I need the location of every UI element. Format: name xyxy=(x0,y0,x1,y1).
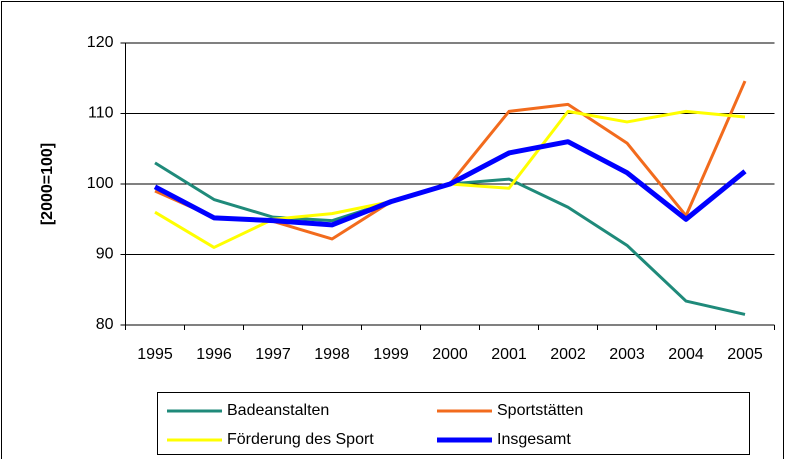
x-tick-label: 2002 xyxy=(550,346,586,363)
x-tick-label: 1999 xyxy=(373,346,409,363)
x-tick-label: 2001 xyxy=(491,346,527,363)
x-tick-label: 2004 xyxy=(668,346,704,363)
x-tick-label: 2005 xyxy=(727,346,763,363)
series-line xyxy=(153,139,747,228)
legend-label: Förderung des Sport xyxy=(227,431,374,448)
y-tick-label: 110 xyxy=(88,105,114,122)
legend-label: Sportstätten xyxy=(497,402,583,419)
legend xyxy=(157,392,750,455)
series-line xyxy=(154,80,747,241)
y-tick-label: 80 xyxy=(96,316,114,333)
legend-label: Badeanstalten xyxy=(227,402,329,419)
x-tick-label: 1996 xyxy=(196,346,232,363)
y-tick-label: 100 xyxy=(87,175,114,192)
x-tick-label: 2000 xyxy=(432,346,468,363)
y-tick-label: 120 xyxy=(87,34,114,51)
x-tick-label: 1998 xyxy=(314,346,350,363)
y-axis-label: [2000=100] xyxy=(39,143,56,225)
legend-label: Insgesamt xyxy=(497,431,571,448)
x-tick-label: 1995 xyxy=(137,346,173,363)
x-tick-label: 1997 xyxy=(255,346,291,363)
y-tick-label: 90 xyxy=(96,246,114,263)
x-tick-label: 2003 xyxy=(609,346,645,363)
